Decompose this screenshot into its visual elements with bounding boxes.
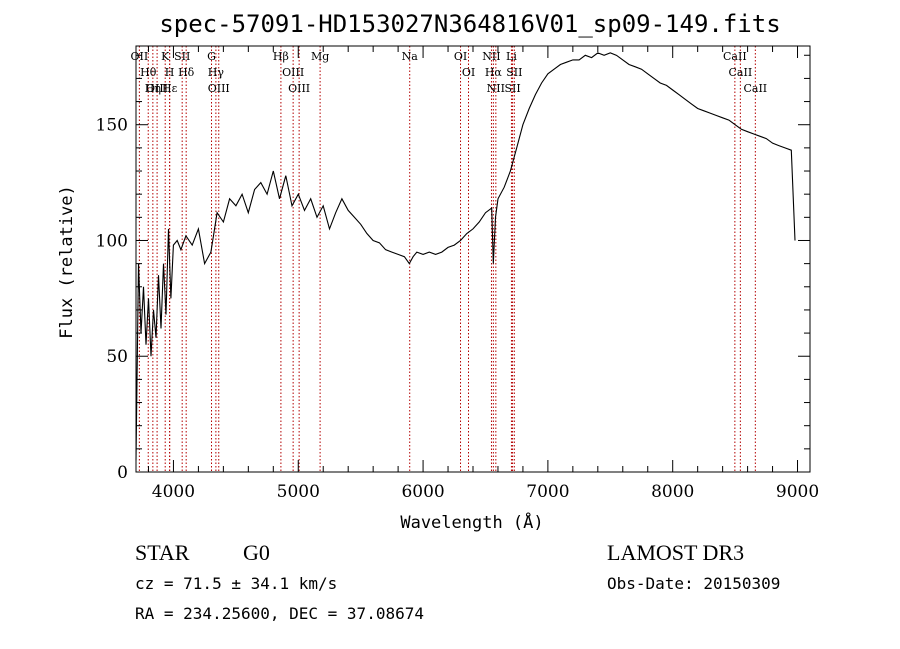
line-marker-label: OIII [282,66,304,79]
x-tick-label: 8000 [651,482,694,502]
line-markers [138,46,756,472]
line-marker-label: Mg [311,50,329,63]
line-marker-label: OIII [146,82,168,95]
y-tick-label: 50 [106,347,128,367]
line-marker-label: CaII [743,82,767,95]
x-tick-label: 6000 [401,482,444,502]
line-marker-label: OIII [208,82,230,95]
line-marker-label: OIII [288,82,310,95]
line-marker-label: Hα [485,66,503,79]
y-axis-label: Flux (relative) [57,185,77,339]
line-marker-label: Li [506,50,517,63]
line-marker-label: CaII [729,66,753,79]
object-class: STAR [135,540,190,565]
line-marker-label: Hε [162,82,178,95]
x-tick-label: 4000 [152,482,195,502]
line-marker-label: NII [487,82,505,95]
coordinates-text: RA = 234.25600, DEC = 37.08674 [135,604,424,623]
redshift-text: cz = 71.5 ± 34.1 km/s [135,574,338,593]
line-marker-label: SII [174,50,190,63]
plot-frame [135,45,811,473]
line-marker-label: Hη [145,82,161,95]
line-marker-label: G [207,50,216,63]
line-marker-label: CaII [723,50,747,63]
chart-title: spec-57091-HD153027N364816V01_sp09-149.f… [159,10,780,38]
x-axis-ticks: 4000 5000 6000 7000 8000 9000 [147,46,819,502]
x-tick-label: 5000 [277,482,320,502]
line-marker-label: OI [462,66,475,79]
x-tick-label: 7000 [526,482,569,502]
line-marker-label: K [161,50,170,63]
line-marker-label: Hθ [140,66,157,79]
line-marker-label: OII [131,50,149,63]
line-marker-label: SII [504,82,520,95]
spectrum-line [135,52,796,461]
line-marker-label: OI [454,50,467,63]
y-tick-label: 100 [96,231,128,251]
object-subclass: G0 [243,540,270,565]
y-axis-ticks: 0 50 100 150 [96,54,810,483]
x-tick-label: 9000 [776,482,819,502]
obs-date-text: Obs-Date: 20150309 [607,574,781,593]
line-marker-label: NII [482,50,500,63]
y-tick-label: 150 [96,116,128,136]
line-marker-label: H [165,66,175,79]
y-tick-label: 0 [117,463,128,483]
survey-name: LAMOST DR3 [607,540,745,565]
line-marker-label: Hγ [208,66,225,79]
line-marker-label: Hδ [178,66,195,79]
line-marker-label: SII [506,66,522,79]
line-marker-label: Na [402,50,419,63]
line-marker-label: Hβ [273,50,289,63]
x-axis-label: Wavelength (Å) [400,511,543,533]
